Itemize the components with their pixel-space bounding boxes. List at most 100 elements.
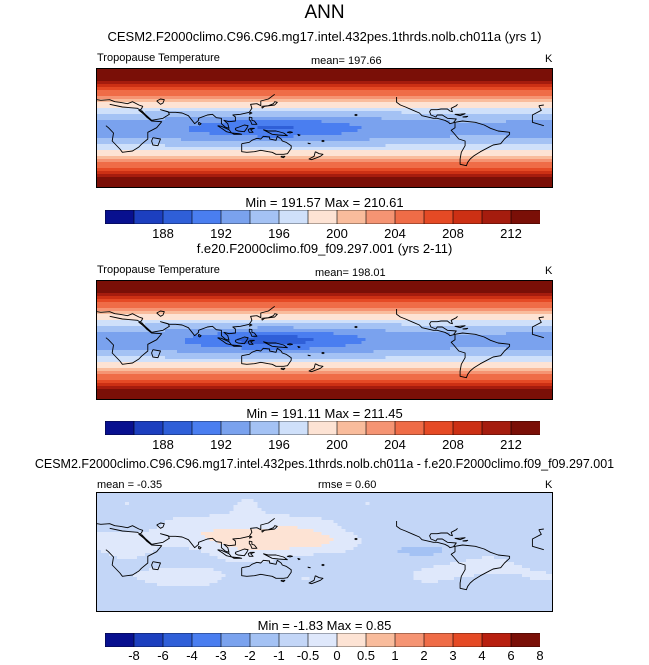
colorbar-box xyxy=(510,633,540,647)
colorbar-box xyxy=(249,210,280,224)
colorbar-tick-label: 196 xyxy=(268,226,290,241)
panel3-rmse: rmse = 0.60 xyxy=(318,479,377,491)
colorbar-tick-label: 1 xyxy=(391,648,399,663)
colorbar-box xyxy=(423,421,454,435)
panel2-field-label: Tropopause Temperature xyxy=(97,264,220,276)
colorbar-box xyxy=(365,633,396,647)
panel1-case-title: CESM2.F2000climo.C96.C96.mg17.intel.432p… xyxy=(107,29,542,44)
colorbar-box xyxy=(336,633,367,647)
colorbar-box xyxy=(481,210,512,224)
panel3-mean: mean = -0.35 xyxy=(97,479,163,491)
colorbar-box xyxy=(452,210,483,224)
colorbar-box xyxy=(249,421,280,435)
colorbar-tick-label: 196 xyxy=(268,437,290,452)
colorbar-box xyxy=(510,210,540,224)
panel1-mean: mean= 197.66 xyxy=(311,55,382,67)
colorbar-box xyxy=(162,210,193,224)
coastlines xyxy=(97,305,544,379)
colorbar-tick-label: 200 xyxy=(326,437,348,452)
colorbar-box xyxy=(452,633,483,647)
colorbar-tick-label: 0.5 xyxy=(356,648,376,663)
colorbar-tick-label: 192 xyxy=(210,226,232,241)
panel3-case-title: CESM2.F2000climo.C96.C96.mg17.intel.432p… xyxy=(34,457,615,471)
colorbar-box xyxy=(394,421,425,435)
colorbar-box xyxy=(481,421,512,435)
colorbar-box xyxy=(510,421,540,435)
colorbar-box xyxy=(191,210,222,224)
colorbar-box xyxy=(220,633,251,647)
colorbar-box xyxy=(365,421,396,435)
colorbar-box xyxy=(162,633,193,647)
panel3-minmax: Min = -1.83 Max = 0.85 xyxy=(257,618,392,633)
colorbar-box xyxy=(423,210,454,224)
colorbar-tick-label: -4 xyxy=(186,648,198,663)
colorbar-box xyxy=(394,633,425,647)
colorbar-tick-label: 204 xyxy=(384,226,406,241)
panel2-map xyxy=(96,280,553,400)
colorbar-box xyxy=(133,421,164,435)
panel1-colorbar xyxy=(105,210,540,224)
colorbar-box xyxy=(162,421,193,435)
colorbar-box xyxy=(133,633,164,647)
colorbar-box xyxy=(307,421,338,435)
colorbar-tick-label: 188 xyxy=(152,226,174,241)
colorbar-tick-label: 6 xyxy=(507,648,515,663)
colorbar-tick-label: -8 xyxy=(128,648,140,663)
colorbar-tick-label: 212 xyxy=(500,226,522,241)
colorbar-box xyxy=(423,633,454,647)
colorbar-box xyxy=(481,633,512,647)
colorbar-tick-label: 188 xyxy=(152,437,174,452)
coastlines xyxy=(97,93,544,167)
colorbar-box xyxy=(307,210,338,224)
panel1-field-label: Tropopause Temperature xyxy=(97,52,220,64)
colorbar-tick-label: 212 xyxy=(500,437,522,452)
colorbar-box xyxy=(452,421,483,435)
colorbar-box xyxy=(133,210,164,224)
panel1-units: K xyxy=(545,53,553,65)
colorbar-tick-label: 4 xyxy=(478,648,486,663)
colorbar-tick-label: 8 xyxy=(536,648,544,663)
colorbar-tick-label: 208 xyxy=(442,437,464,452)
colorbar-box xyxy=(336,421,367,435)
colorbar-box xyxy=(105,421,135,435)
colorbar-box xyxy=(249,633,280,647)
colorbar-tick-label: -3 xyxy=(215,648,227,663)
colorbar-box xyxy=(220,210,251,224)
colorbar-tick-label: 200 xyxy=(326,226,348,241)
colorbar-tick-label: 0 xyxy=(333,648,341,663)
panel1-map xyxy=(96,68,553,188)
panel2-colorbar xyxy=(105,421,540,435)
colorbar-box xyxy=(365,210,396,224)
panel2-case-title: f.e20.F2000climo.f09_f09.297.001 (yrs 2-… xyxy=(196,241,453,256)
colorbar-box xyxy=(278,210,309,224)
panel2-mean: mean= 198.01 xyxy=(315,267,386,279)
colorbar-tick-label: -2 xyxy=(244,648,256,663)
colorbar-box xyxy=(394,210,425,224)
colorbar-box xyxy=(191,421,222,435)
page-title: ANN xyxy=(304,2,345,23)
contour-field xyxy=(97,493,552,611)
contour-field xyxy=(97,69,552,187)
panel1-minmax: Min = 191.57 Max = 210.61 xyxy=(245,195,404,210)
colorbar-tick-label: -0.5 xyxy=(296,648,320,663)
colorbar-tick-label: 208 xyxy=(442,226,464,241)
colorbar-box xyxy=(278,421,309,435)
colorbar-box xyxy=(220,421,251,435)
panel3-units: K xyxy=(545,479,553,491)
colorbar-tick-label: 3 xyxy=(449,648,457,663)
panel3-map xyxy=(96,492,553,612)
colorbar-box xyxy=(105,210,135,224)
colorbar-box xyxy=(307,633,338,647)
colorbar-tick-label: -1 xyxy=(273,648,285,663)
colorbar-tick-label: 2 xyxy=(420,648,428,663)
colorbar-box xyxy=(278,633,309,647)
colorbar-box xyxy=(105,633,135,647)
colorbar-tick-label: -6 xyxy=(157,648,169,663)
colorbar-tick-label: 192 xyxy=(210,437,232,452)
colorbar-tick-label: 204 xyxy=(384,437,406,452)
contour-field xyxy=(97,281,552,399)
colorbar-box xyxy=(191,633,222,647)
panel3-colorbar xyxy=(105,633,540,647)
colorbar-box xyxy=(336,210,367,224)
coastlines xyxy=(97,517,544,591)
